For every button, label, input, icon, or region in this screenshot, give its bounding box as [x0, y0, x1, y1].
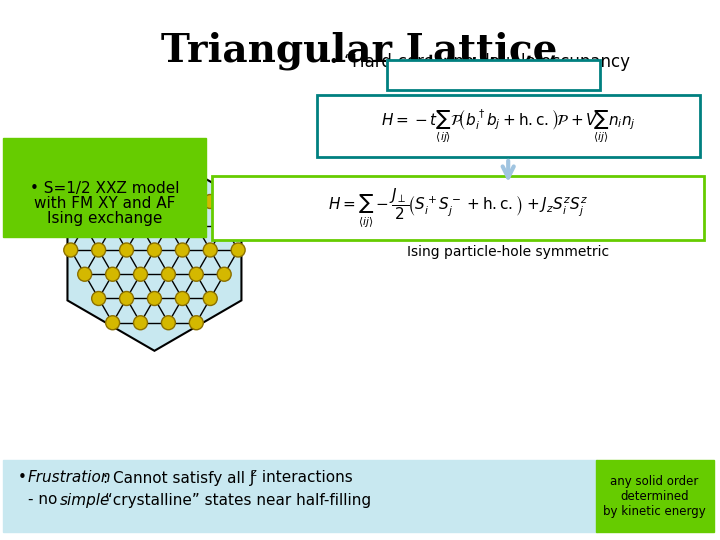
- Circle shape: [91, 243, 106, 257]
- Circle shape: [203, 194, 217, 208]
- Circle shape: [148, 292, 161, 306]
- FancyArrowPatch shape: [503, 161, 514, 178]
- Circle shape: [176, 243, 189, 257]
- Circle shape: [106, 170, 120, 184]
- Circle shape: [189, 170, 203, 184]
- Circle shape: [133, 316, 148, 330]
- Circle shape: [217, 219, 231, 233]
- Text: $H = \sum_{\langle ij\rangle} -\dfrac{J_\perp}{2}\!\left(S_i^+ S_j^- + \mathrm{h: $H = \sum_{\langle ij\rangle} -\dfrac{J_…: [328, 186, 588, 230]
- FancyBboxPatch shape: [212, 176, 704, 240]
- FancyBboxPatch shape: [3, 460, 597, 532]
- FancyBboxPatch shape: [317, 95, 700, 157]
- Circle shape: [217, 267, 231, 281]
- Circle shape: [176, 292, 189, 306]
- Circle shape: [161, 267, 176, 281]
- Text: $H = -t\sum_{\langle ij\rangle} \mathcal{P}\!\left(b_i^\dagger b_j + \mathrm{h.c: $H = -t\sum_{\langle ij\rangle} \mathcal…: [381, 107, 636, 145]
- Circle shape: [106, 267, 120, 281]
- Text: •: •: [18, 470, 32, 485]
- Text: : Cannot satisfy all J: : Cannot satisfy all J: [103, 470, 254, 485]
- Text: = hard-core projector: = hard-core projector: [418, 68, 584, 83]
- Circle shape: [120, 292, 133, 306]
- Text: • “Hard-core”: no double occupancy: • “Hard-core”: no double occupancy: [329, 53, 630, 71]
- Text: • S=1/2 XXZ model: • S=1/2 XXZ model: [30, 180, 179, 195]
- Circle shape: [78, 219, 91, 233]
- Text: interactions: interactions: [257, 470, 353, 485]
- Circle shape: [120, 243, 133, 257]
- Circle shape: [133, 267, 148, 281]
- Circle shape: [161, 219, 176, 233]
- Text: with FM XY and AF: with FM XY and AF: [34, 195, 175, 211]
- Text: Triangular Lattice: Triangular Lattice: [161, 32, 557, 71]
- Circle shape: [189, 267, 203, 281]
- Circle shape: [78, 267, 91, 281]
- Circle shape: [148, 194, 161, 208]
- Circle shape: [106, 219, 120, 233]
- Circle shape: [176, 194, 189, 208]
- Circle shape: [189, 316, 203, 330]
- Text: $\mathcal{P}$: $\mathcal{P}$: [397, 66, 411, 84]
- Circle shape: [148, 243, 161, 257]
- Text: Ising exchange: Ising exchange: [47, 211, 162, 226]
- Circle shape: [91, 194, 106, 208]
- Text: - no: - no: [28, 492, 62, 508]
- Polygon shape: [68, 149, 241, 351]
- Circle shape: [106, 316, 120, 330]
- Text: z: z: [250, 468, 256, 478]
- Circle shape: [133, 219, 148, 233]
- Text: Frustration: Frustration: [28, 470, 112, 485]
- Circle shape: [203, 292, 217, 306]
- Circle shape: [133, 170, 148, 184]
- Text: any solid order
determined
by kinetic energy: any solid order determined by kinetic en…: [603, 475, 706, 517]
- Circle shape: [120, 194, 133, 208]
- Text: Ising particle-hole symmetric: Ising particle-hole symmetric: [407, 245, 609, 259]
- FancyBboxPatch shape: [387, 60, 600, 90]
- Circle shape: [189, 219, 203, 233]
- FancyBboxPatch shape: [3, 138, 206, 237]
- Circle shape: [161, 316, 176, 330]
- Circle shape: [64, 243, 78, 257]
- Text: “crystalline” states near half-filling: “crystalline” states near half-filling: [99, 492, 371, 508]
- Circle shape: [203, 243, 217, 257]
- Circle shape: [231, 243, 245, 257]
- Circle shape: [91, 292, 106, 306]
- FancyBboxPatch shape: [596, 460, 714, 532]
- Circle shape: [161, 170, 176, 184]
- Text: simple: simple: [60, 492, 110, 508]
